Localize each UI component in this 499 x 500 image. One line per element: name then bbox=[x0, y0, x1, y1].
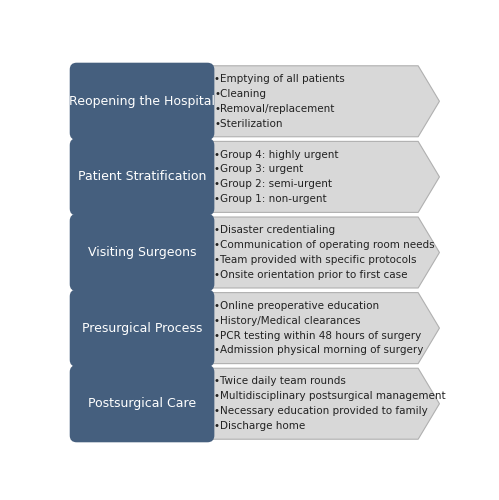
Polygon shape bbox=[72, 368, 440, 439]
FancyBboxPatch shape bbox=[70, 138, 215, 216]
Text: Postsurgical Care: Postsurgical Care bbox=[88, 397, 196, 410]
Text: •Communication of operating room needs: •Communication of operating room needs bbox=[215, 240, 435, 250]
Text: •Emptying of all patients: •Emptying of all patients bbox=[215, 74, 345, 84]
Text: •Cleaning: •Cleaning bbox=[215, 89, 266, 99]
FancyBboxPatch shape bbox=[70, 290, 215, 366]
Text: •Sterilization: •Sterilization bbox=[215, 118, 283, 128]
Text: Patient Stratification: Patient Stratification bbox=[78, 170, 206, 183]
Polygon shape bbox=[72, 292, 440, 364]
Text: •Online preoperative education: •Online preoperative education bbox=[215, 301, 379, 311]
Polygon shape bbox=[72, 217, 440, 288]
Text: •Discharge home: •Discharge home bbox=[215, 421, 305, 431]
Text: •Team provided with specific protocols: •Team provided with specific protocols bbox=[215, 255, 417, 265]
Polygon shape bbox=[72, 66, 440, 137]
Text: •Necessary education provided to family: •Necessary education provided to family bbox=[215, 406, 428, 416]
FancyBboxPatch shape bbox=[70, 214, 215, 291]
Text: •History/Medical clearances: •History/Medical clearances bbox=[215, 316, 361, 326]
Text: •PCR testing within 48 hours of surgery: •PCR testing within 48 hours of surgery bbox=[215, 330, 422, 340]
Text: Reopening the Hospital: Reopening the Hospital bbox=[69, 95, 215, 108]
Text: Presurgical Process: Presurgical Process bbox=[82, 322, 202, 334]
FancyBboxPatch shape bbox=[70, 365, 215, 442]
Polygon shape bbox=[72, 142, 440, 212]
Text: •Twice daily team rounds: •Twice daily team rounds bbox=[215, 376, 346, 386]
Text: •Group 2: semi-urgent: •Group 2: semi-urgent bbox=[215, 180, 332, 190]
Text: •Admission physical morning of surgery: •Admission physical morning of surgery bbox=[215, 346, 424, 356]
Text: Visiting Surgeons: Visiting Surgeons bbox=[88, 246, 196, 259]
FancyBboxPatch shape bbox=[70, 62, 215, 140]
Text: •Group 3: urgent: •Group 3: urgent bbox=[215, 164, 303, 174]
Text: •Removal/replacement: •Removal/replacement bbox=[215, 104, 335, 114]
Text: •Disaster credentialing: •Disaster credentialing bbox=[215, 225, 335, 235]
Text: •Multidisciplinary postsurgical management: •Multidisciplinary postsurgical manageme… bbox=[215, 392, 446, 402]
Text: •Onsite orientation prior to first case: •Onsite orientation prior to first case bbox=[215, 270, 408, 280]
Text: •Group 4: highly urgent: •Group 4: highly urgent bbox=[215, 150, 339, 160]
Text: •Group 1: non-urgent: •Group 1: non-urgent bbox=[215, 194, 327, 204]
